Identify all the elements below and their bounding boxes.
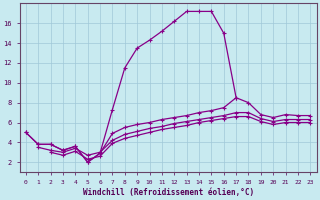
X-axis label: Windchill (Refroidissement éolien,°C): Windchill (Refroidissement éolien,°C) (83, 188, 254, 197)
